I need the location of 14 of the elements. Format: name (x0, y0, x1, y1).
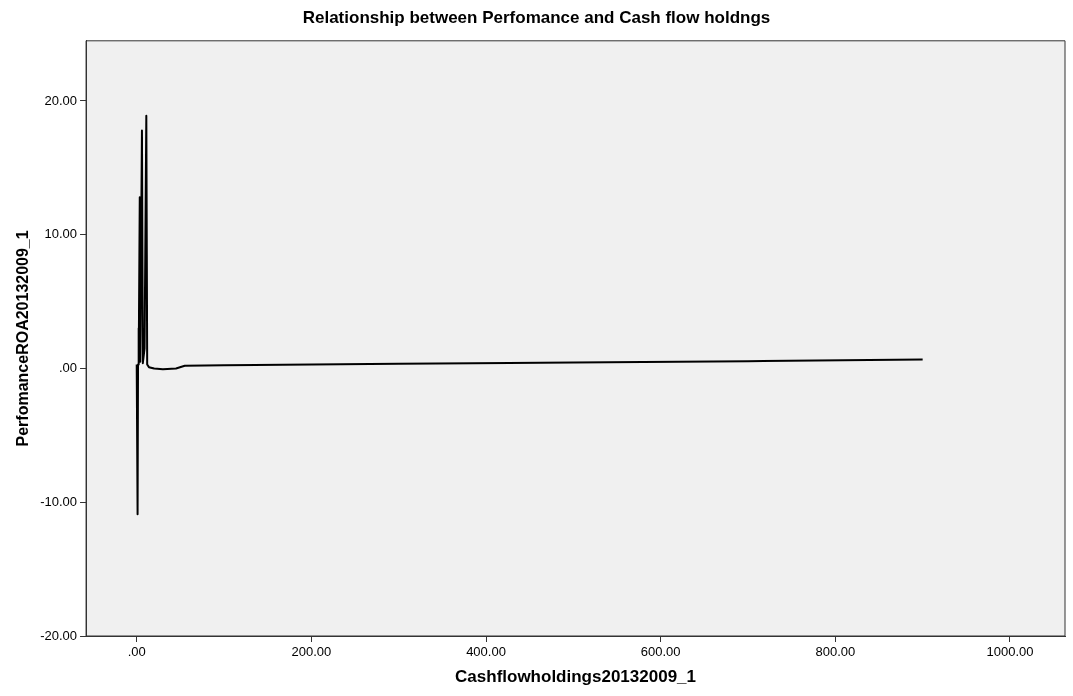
y-tick-label: -10.00 (40, 493, 78, 509)
y-tick-label: 10.00 (44, 226, 78, 242)
x-tick-label: .00 (127, 644, 146, 660)
y-axis-title: PerfomanceROA20132009_1 (14, 230, 32, 447)
y-tick-label: .00 (58, 360, 78, 376)
x-tick-label: 200.00 (291, 644, 332, 660)
y-tick-label: -20.00 (40, 627, 78, 643)
x-tick-label: 1000.00 (986, 644, 1034, 660)
x-tick-label: 800.00 (815, 644, 856, 660)
x-axis-title: Cashflowholdings20132009_1 (455, 667, 696, 687)
x-tick-label: 400.00 (466, 644, 506, 660)
x-tick-label: 600.00 (640, 644, 681, 660)
chart-title: Relationship between Perfomance and Cash flow holdngs (301, 8, 772, 28)
y-tick-label: 20.00 (44, 92, 78, 108)
